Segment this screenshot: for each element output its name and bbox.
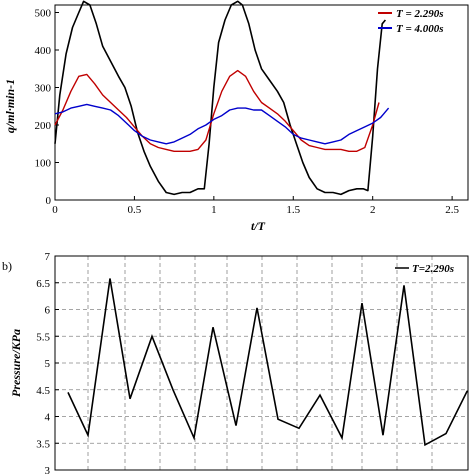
flow-y-tick-label: 0 <box>46 195 52 207</box>
pressure-y-tick-label: 5 <box>45 358 51 370</box>
series-line-black <box>54 0 387 196</box>
flow-y-tick-label: 200 <box>35 120 52 132</box>
flow-x-ticks: 0 0.5 1 1.5 2 2.5 <box>52 196 459 216</box>
flow-y-ticks: 0 100 200 300 400 500 <box>35 8 59 207</box>
legend-label-t4000: T = 4.000s <box>396 23 444 35</box>
pressure-y-tick-label: 6.5 <box>36 278 50 290</box>
pressure-series-line <box>67 278 468 447</box>
pressure-y-tick-label: 5.5 <box>36 331 50 343</box>
pressure-legend: T=2.290s <box>395 263 454 275</box>
flow-x-tick-label: 2.5 <box>445 204 459 216</box>
pressure-y-tick-label: 4 <box>45 412 51 424</box>
pressure-grid <box>55 255 468 471</box>
pressure-chart: b) 3 3.5 4 4.5 5 5.5 6 6.5 7 Pressure/KPa T=2.29… <box>2 251 469 474</box>
pressure-y-tick-label: 7 <box>45 251 51 263</box>
flow-x-tick-label: 2 <box>370 204 376 216</box>
series-line-pressure <box>67 278 468 447</box>
flow-legend: T = 2.290s T = 4.000s <box>378 8 444 35</box>
flow-y-tick-label: 300 <box>35 83 52 95</box>
flow-y-tick-label: 100 <box>35 158 52 170</box>
flow-x-tick-label: 0 <box>52 204 58 216</box>
pressure-y-tick-label: 3.5 <box>36 438 50 450</box>
legend-label-pressure: T=2.290s <box>412 263 454 275</box>
pressure-y-tick-label: 6 <box>45 305 51 317</box>
series-line-t4000 <box>54 103 390 145</box>
flow-plot-frame <box>54 4 469 201</box>
flow-y-tick-label: 400 <box>35 45 52 57</box>
series-line-t2290 <box>54 69 380 153</box>
pressure-y-ticks: 3 3.5 4 4.5 5 5.5 6 6.5 7 <box>36 251 59 474</box>
pressure-y-tick-label: 4.5 <box>36 385 50 397</box>
pressure-y-axis-label: Pressure/KPa <box>9 329 23 397</box>
flow-y-axis-label: q/ml·min-1 <box>3 79 17 133</box>
flow-series-lines <box>54 0 390 196</box>
legend-label-t2290: T = 2.290s <box>396 8 444 20</box>
flow-x-axis-label: t/T <box>251 219 266 233</box>
flow-x-tick-label: 1.5 <box>286 204 300 216</box>
panel-label-b: b) <box>2 259 12 273</box>
flow-x-tick-label: 0.5 <box>128 204 142 216</box>
pressure-y-tick-label: 3 <box>45 465 51 474</box>
flow-y-tick-label: 500 <box>35 8 52 20</box>
flow-x-tick-label: 1 <box>211 204 217 216</box>
flow-rate-chart: 0 100 200 300 400 500 0 0.5 1 1.5 2 2.5 t/T q/ml·m… <box>3 0 469 233</box>
